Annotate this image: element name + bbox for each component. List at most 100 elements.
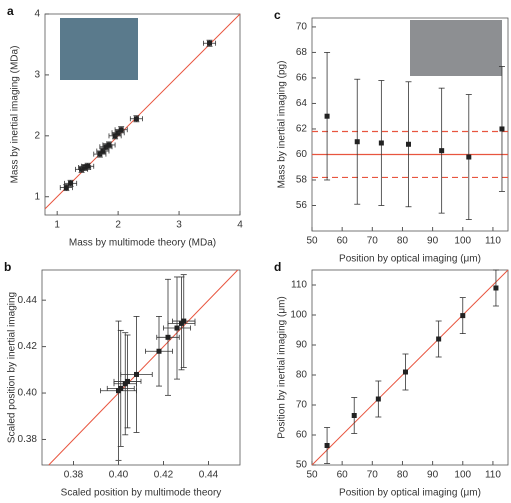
panel-label: c — [274, 8, 281, 22]
y-tick-label: 4 — [34, 9, 40, 20]
data-point — [181, 318, 187, 324]
data-point — [68, 180, 74, 186]
panel-label: a — [7, 4, 14, 18]
plot-frame — [41, 269, 241, 466]
x-axis-title: Scaled position by multimode theory — [61, 488, 222, 499]
y-tick-label: 0.44 — [18, 295, 38, 306]
x-tick-label: 4 — [237, 220, 243, 231]
y-tick-label: 58 — [296, 175, 308, 186]
y-axis-title: Position by inertial imaging (μm) — [277, 296, 288, 438]
x-tick-label: 90 — [427, 236, 439, 247]
x-tick-label: 80 — [397, 470, 409, 481]
data-point — [125, 378, 130, 384]
data-point — [103, 144, 109, 150]
x-axis-title: Position by optical imaging (μm) — [339, 488, 481, 499]
y-tick-label: 70 — [296, 400, 308, 411]
data-point — [133, 116, 139, 122]
x-tick-label: 70 — [367, 236, 379, 247]
y-axis-title: Mass by inertial imaging (pg) — [277, 61, 288, 189]
x-tick-label: 0.42 — [154, 470, 174, 481]
data-point — [63, 185, 69, 191]
y-tick-label: 110 — [291, 280, 307, 291]
x-tick-label: 3 — [176, 220, 182, 231]
data-point — [466, 154, 472, 160]
y-tick-label: 0.40 — [18, 388, 38, 399]
data-point — [82, 164, 88, 170]
x-tick-label: 110 — [485, 470, 501, 481]
x-tick-label: 2 — [115, 220, 121, 231]
data-point — [493, 285, 499, 291]
data-point — [436, 336, 442, 342]
data-point — [499, 126, 505, 132]
panel-label: d — [274, 260, 281, 274]
plot-frame — [311, 17, 509, 232]
plot-frame — [311, 269, 509, 466]
data-point — [156, 348, 162, 354]
data-point — [405, 141, 411, 147]
x-tick-label: 1 — [54, 220, 60, 231]
x-tick-label: 100 — [454, 470, 471, 481]
data-point — [207, 40, 213, 46]
x-tick-label: 60 — [337, 470, 349, 481]
y-tick-label: 0.42 — [18, 341, 38, 352]
data-point — [354, 139, 360, 145]
reference-line — [48, 269, 239, 466]
y-tick-label: 62 — [296, 124, 308, 135]
x-tick-label: 50 — [306, 236, 318, 247]
y-tick-label: 64 — [296, 98, 308, 109]
data-point — [402, 369, 408, 375]
data-point — [85, 163, 91, 169]
y-tick-label: 70 — [296, 22, 308, 33]
data-point — [118, 127, 124, 133]
x-tick-label: 50 — [306, 470, 318, 481]
data-point — [324, 443, 330, 448]
y-tick-label: 0.38 — [18, 434, 38, 445]
y-tick-label: 60 — [296, 430, 308, 441]
x-tick-label: 110 — [485, 236, 501, 247]
data-point — [100, 148, 106, 154]
x-tick-label: 100 — [454, 236, 471, 247]
y-tick-label: 100 — [290, 310, 307, 321]
data-point — [439, 148, 445, 154]
y-tick-label: 2 — [34, 130, 40, 141]
data-point — [112, 133, 118, 139]
x-tick-label: 0.44 — [199, 470, 219, 481]
x-tick-label: 0.40 — [109, 470, 129, 481]
reference-line — [311, 269, 509, 466]
data-point — [375, 396, 381, 402]
y-tick-label: 66 — [296, 73, 308, 84]
data-point — [115, 130, 121, 136]
y-tick-label: 68 — [296, 47, 308, 58]
inset-image — [60, 18, 138, 80]
inset-image — [410, 20, 502, 76]
data-point — [106, 142, 112, 148]
y-tick-label: 80 — [296, 370, 308, 381]
data-point — [79, 166, 85, 172]
data-point — [378, 140, 384, 146]
data-point — [324, 113, 330, 119]
data-point — [174, 325, 180, 331]
y-tick-label: 1 — [34, 191, 40, 202]
data-point — [118, 385, 124, 391]
x-tick-label: 80 — [397, 236, 409, 247]
data-point — [134, 371, 139, 377]
x-tick-label: 90 — [427, 470, 439, 481]
y-axis-title: Scaled position by inertial imaging — [7, 292, 18, 443]
data-point — [460, 313, 466, 319]
panel-label: b — [4, 260, 11, 274]
data-point — [165, 334, 171, 340]
y-axis-title: Mass by inertial imaging (MDa) — [10, 46, 21, 184]
x-tick-label: 0.38 — [64, 470, 84, 481]
x-axis-title: Position by optical imaging (μm) — [339, 254, 481, 265]
y-tick-label: 50 — [296, 460, 308, 471]
y-tick-label: 56 — [296, 200, 308, 211]
x-tick-label: 70 — [367, 470, 379, 481]
x-tick-label: 60 — [337, 236, 349, 247]
x-axis-title: Mass by multimode theory (MDa) — [69, 238, 216, 249]
data-point — [97, 151, 103, 157]
y-tick-label: 3 — [34, 70, 40, 81]
y-tick-label: 60 — [296, 149, 308, 160]
y-tick-label: 90 — [296, 340, 308, 351]
data-point — [351, 413, 357, 418]
